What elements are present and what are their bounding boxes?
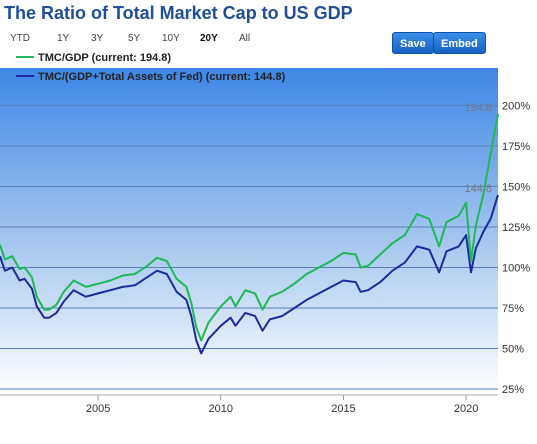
x-tick-label: 2015 xyxy=(331,403,355,415)
y-tick-label: 100% xyxy=(502,263,530,275)
legend: TMC/GDP (current: 194.8) TMC/(GDP+Total … xyxy=(16,52,286,83)
embed-button[interactable]: Embed xyxy=(433,32,486,54)
range-all-button[interactable]: All xyxy=(239,33,251,44)
x-tick-label: 2005 xyxy=(86,403,110,415)
range-20y-button[interactable]: 20Y xyxy=(200,33,218,44)
plot-area xyxy=(0,68,498,395)
legend-label-tmc-gdp[interactable]: TMC/GDP (current: 194.8) xyxy=(38,52,171,64)
page-title: The Ratio of Total Market Cap to US GDP xyxy=(4,3,353,23)
y-tick-label: 150% xyxy=(502,182,530,194)
y-tick-label: 75% xyxy=(502,303,524,315)
range-ytd-button[interactable]: YTD xyxy=(10,33,30,44)
range-10y-button[interactable]: 10Y xyxy=(162,33,180,44)
range-3y-button[interactable]: 3Y xyxy=(91,33,104,44)
y-tick-label: 200% xyxy=(502,101,530,113)
x-tick-label: 2020 xyxy=(454,403,478,415)
series-end-label: 194.8 xyxy=(464,102,492,114)
series-line-tmc-gdp-fed xyxy=(0,194,499,355)
y-tick-label: 175% xyxy=(502,141,530,153)
y-axis: 25% 50% 75% 100% 125% 150% 175% 200% xyxy=(502,101,530,397)
range-1y-button[interactable]: 1Y xyxy=(57,33,70,44)
range-5y-button[interactable]: 5Y xyxy=(128,33,141,44)
y-tick-label: 50% xyxy=(502,344,524,356)
series-line-tmc-gdp xyxy=(0,113,499,342)
grid xyxy=(0,105,498,390)
series-end-label: 144.8 xyxy=(464,183,492,195)
y-tick-label: 125% xyxy=(502,222,530,234)
y-tick-label: 25% xyxy=(502,384,524,396)
x-tick-label: 2010 xyxy=(209,403,233,415)
legend-label-tmc-gdp-fed[interactable]: TMC/(GDP+Total Assets of Fed) (current: … xyxy=(38,71,286,83)
x-axis: 2005 2010 2015 2020 xyxy=(0,394,498,415)
